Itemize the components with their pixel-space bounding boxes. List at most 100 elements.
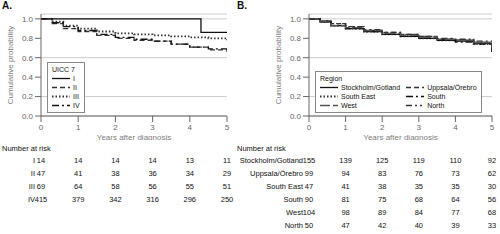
svg-text:4: 4 bbox=[188, 123, 193, 132]
svg-text:13: 13 bbox=[186, 156, 194, 165]
svg-text:38: 38 bbox=[111, 169, 119, 178]
svg-text:41: 41 bbox=[341, 182, 349, 191]
svg-text:0.4: 0.4 bbox=[22, 73, 34, 82]
svg-text:Years after diagnosis: Years after diagnosis bbox=[363, 133, 437, 140]
svg-text:40: 40 bbox=[415, 221, 423, 230]
svg-text:139: 139 bbox=[339, 156, 352, 165]
svg-text:3: 3 bbox=[417, 123, 422, 132]
svg-text:0.6: 0.6 bbox=[22, 54, 34, 63]
svg-text:77: 77 bbox=[451, 208, 459, 217]
svg-text:38: 38 bbox=[378, 182, 386, 191]
svg-text:Cumulative probability: Cumulative probability bbox=[6, 26, 15, 105]
svg-text:42: 42 bbox=[378, 221, 386, 230]
svg-text:Number at risk: Number at risk bbox=[2, 144, 51, 153]
svg-text:North: North bbox=[285, 221, 303, 230]
svg-text:104: 104 bbox=[303, 208, 316, 217]
svg-text:35: 35 bbox=[415, 182, 423, 191]
svg-text:0.6: 0.6 bbox=[290, 54, 302, 63]
svg-text:94: 94 bbox=[341, 169, 349, 178]
svg-text:69: 69 bbox=[37, 182, 45, 191]
svg-text:39: 39 bbox=[451, 221, 459, 230]
svg-text:296: 296 bbox=[184, 195, 197, 204]
svg-text:64: 64 bbox=[74, 182, 82, 191]
svg-text:0.2: 0.2 bbox=[22, 92, 34, 101]
svg-text:36: 36 bbox=[148, 169, 156, 178]
svg-text:64: 64 bbox=[451, 195, 459, 204]
svg-text:55: 55 bbox=[186, 182, 194, 191]
svg-text:56: 56 bbox=[488, 195, 496, 204]
svg-text:89: 89 bbox=[378, 208, 386, 217]
svg-text:47: 47 bbox=[37, 169, 45, 178]
svg-text:68: 68 bbox=[488, 208, 496, 217]
svg-text:47: 47 bbox=[341, 221, 349, 230]
svg-text:Number at risk: Number at risk bbox=[237, 144, 286, 153]
svg-text:1.0: 1.0 bbox=[22, 15, 34, 24]
svg-text:98: 98 bbox=[341, 208, 349, 217]
svg-text:110: 110 bbox=[449, 156, 461, 165]
svg-text:73: 73 bbox=[451, 169, 459, 178]
svg-text:83: 83 bbox=[378, 169, 386, 178]
svg-text:Uppsala/Örebro: Uppsala/Örebro bbox=[250, 169, 303, 178]
svg-text:75: 75 bbox=[378, 195, 386, 204]
svg-text:Stockholm/Gotland: Stockholm/Gotland bbox=[240, 156, 303, 165]
svg-text:155: 155 bbox=[303, 156, 316, 165]
svg-text:90: 90 bbox=[305, 195, 313, 204]
svg-text:33: 33 bbox=[488, 221, 496, 230]
svg-text:342: 342 bbox=[109, 195, 122, 204]
svg-text:5: 5 bbox=[490, 123, 495, 132]
svg-text:50: 50 bbox=[305, 221, 313, 230]
svg-text:56: 56 bbox=[148, 182, 156, 191]
svg-text:Cumulative probability: Cumulative probability bbox=[274, 26, 283, 105]
svg-text:76: 76 bbox=[415, 169, 423, 178]
svg-text:Years after diagnosis: Years after diagnosis bbox=[97, 133, 171, 140]
svg-text:0.4: 0.4 bbox=[290, 73, 302, 82]
svg-text:South East: South East bbox=[266, 182, 304, 191]
svg-text:30: 30 bbox=[488, 182, 496, 191]
svg-text:1: 1 bbox=[76, 123, 81, 132]
svg-text:3: 3 bbox=[150, 123, 155, 132]
svg-text:62: 62 bbox=[488, 169, 496, 178]
svg-text:92: 92 bbox=[488, 156, 496, 165]
svg-text:III: III bbox=[29, 182, 35, 191]
svg-text:379: 379 bbox=[72, 195, 85, 204]
svg-text:81: 81 bbox=[341, 195, 349, 204]
svg-text:0.8: 0.8 bbox=[22, 34, 34, 43]
svg-text:South: South bbox=[283, 195, 303, 204]
svg-text:I: I bbox=[33, 156, 35, 165]
svg-text:47: 47 bbox=[305, 182, 313, 191]
svg-text:II: II bbox=[31, 169, 35, 178]
svg-text:14: 14 bbox=[74, 156, 82, 165]
svg-text:1: 1 bbox=[343, 123, 348, 132]
svg-text:5: 5 bbox=[225, 123, 230, 132]
svg-text:119: 119 bbox=[413, 156, 425, 165]
svg-text:35: 35 bbox=[451, 182, 459, 191]
svg-text:2: 2 bbox=[380, 123, 385, 132]
svg-text:250: 250 bbox=[221, 195, 234, 204]
svg-text:29: 29 bbox=[223, 169, 231, 178]
svg-text:0.0: 0.0 bbox=[290, 112, 302, 121]
svg-text:0: 0 bbox=[307, 123, 312, 132]
svg-text:58: 58 bbox=[111, 182, 119, 191]
svg-text:11: 11 bbox=[223, 156, 231, 165]
svg-text:41: 41 bbox=[74, 169, 82, 178]
svg-text:415: 415 bbox=[35, 195, 48, 204]
svg-text:0: 0 bbox=[39, 123, 44, 132]
svg-text:14: 14 bbox=[111, 156, 119, 165]
svg-text:1.0: 1.0 bbox=[290, 15, 302, 24]
svg-text:316: 316 bbox=[146, 195, 159, 204]
svg-text:68: 68 bbox=[415, 195, 423, 204]
svg-text:34: 34 bbox=[186, 169, 194, 178]
svg-text:84: 84 bbox=[415, 208, 423, 217]
svg-text:125: 125 bbox=[376, 156, 389, 165]
svg-text:2: 2 bbox=[113, 123, 118, 132]
svg-text:51: 51 bbox=[223, 182, 231, 191]
html-text:A.: A. bbox=[2, 0, 12, 11]
svg-text:14: 14 bbox=[148, 156, 156, 165]
svg-text:0.8: 0.8 bbox=[290, 34, 302, 43]
svg-text:West: West bbox=[286, 208, 304, 217]
svg-text:4: 4 bbox=[453, 123, 458, 132]
svg-text:99: 99 bbox=[305, 169, 313, 178]
svg-text:0.0: 0.0 bbox=[22, 112, 34, 121]
svg-text:0.2: 0.2 bbox=[290, 92, 302, 101]
svg-text:14: 14 bbox=[37, 156, 45, 165]
